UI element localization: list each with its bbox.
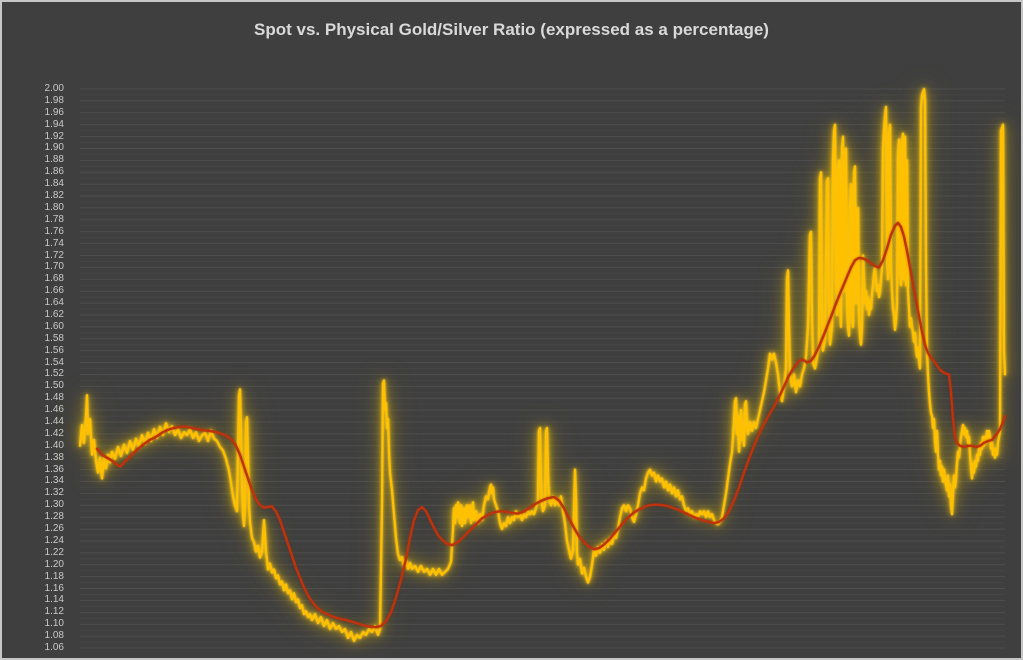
- y-tick-label: 1.68: [44, 273, 64, 285]
- y-tick-label: 1.72: [44, 249, 64, 261]
- y-tick-label: 1.84: [44, 178, 64, 190]
- y-tick-label: 1.56: [44, 344, 64, 356]
- y-tick-label: 1.24: [44, 534, 64, 546]
- y-tick-label: 1.36: [44, 463, 64, 475]
- series-red-line: [95, 221, 1007, 629]
- y-tick-label: 1.78: [44, 213, 64, 225]
- y-tick-label: 1.64: [44, 297, 64, 309]
- y-tick-label: 1.48: [44, 392, 64, 404]
- y-tick-label: 1.54: [44, 356, 64, 368]
- y-tick-label: 1.62: [44, 308, 64, 320]
- y-tick-label: 1.52: [44, 368, 64, 380]
- y-tick-label: 1.74: [44, 237, 64, 249]
- y-tick-label: 1.98: [44, 94, 64, 106]
- y-tick-label: 1.94: [44, 118, 64, 130]
- y-tick-label: 1.26: [44, 523, 64, 535]
- y-tick-label: 1.40: [44, 439, 64, 451]
- y-tick-label: 1.88: [44, 154, 64, 166]
- y-tick-label: 1.28: [44, 511, 64, 523]
- y-tick-label: 1.20: [44, 558, 64, 570]
- y-tick-label: 1.30: [44, 499, 64, 511]
- y-tick-label: 1.18: [44, 570, 64, 582]
- y-tick-label: 1.42: [44, 427, 64, 439]
- series-yellow-line: [78, 87, 1007, 642]
- y-tick-label: 1.10: [44, 618, 64, 630]
- chart-plot-area: [78, 87, 1007, 649]
- y-tick-label: 1.70: [44, 261, 64, 273]
- y-tick-label: 1.86: [44, 166, 64, 178]
- y-tick-label: 1.66: [44, 285, 64, 297]
- y-tick-label: 1.50: [44, 380, 64, 392]
- y-tick-label: 1.44: [44, 416, 64, 428]
- y-tick-label: 1.76: [44, 225, 64, 237]
- y-tick-label: 1.92: [44, 130, 64, 142]
- y-tick-label: 1.32: [44, 487, 64, 499]
- chart-title: Spot vs. Physical Gold/Silver Ratio (exp…: [254, 20, 769, 39]
- y-axis: 2.00 1.98 1.96 1.94 1.92 1.90 1.88 1.86 1.84 1.82…: [2, 2, 64, 658]
- y-tick-label: 1.08: [44, 630, 64, 642]
- y-tick-label: 1.90: [44, 142, 64, 154]
- y-tick-label: 1.82: [44, 190, 64, 202]
- y-tick-label: 1.22: [44, 546, 64, 558]
- y-tick-label: 1.38: [44, 451, 64, 463]
- y-tick-label: 1.58: [44, 332, 64, 344]
- y-tick-label: 1.14: [44, 594, 64, 606]
- y-tick-label: 1.46: [44, 404, 64, 416]
- y-tick-label: 1.96: [44, 106, 64, 118]
- y-tick-label: 2.00: [44, 83, 64, 94]
- y-tick-label: 1.34: [44, 475, 64, 487]
- y-tick-label: 1.06: [44, 642, 64, 653]
- y-tick-label: 1.60: [44, 320, 64, 332]
- y-tick-label: 1.80: [44, 201, 64, 213]
- y-tick-label: 1.12: [44, 606, 64, 618]
- y-tick-label: 1.16: [44, 582, 64, 594]
